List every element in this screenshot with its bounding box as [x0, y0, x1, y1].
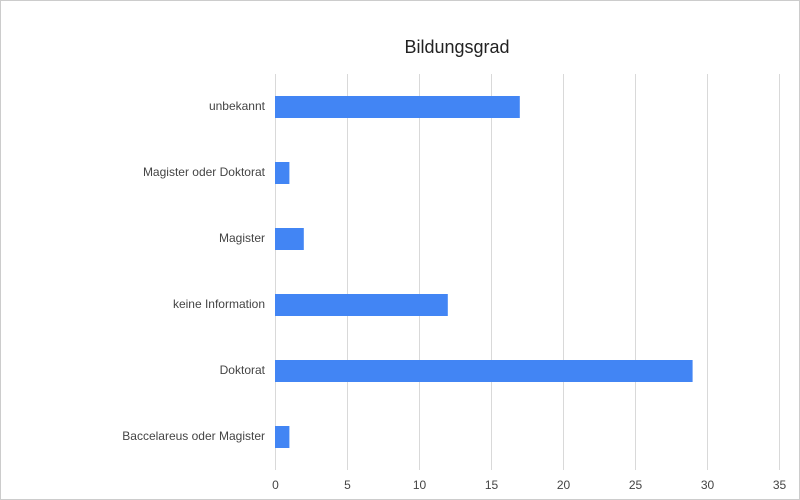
x-tick-label: 15 [485, 478, 499, 492]
x-tick-label: 5 [344, 478, 351, 492]
x-tick-label: 10 [413, 478, 427, 492]
x-tick-label: 25 [629, 478, 643, 492]
y-tick-label: Baccelareus oder Magister [122, 429, 265, 443]
bar [275, 294, 448, 316]
x-tick-label: 0 [272, 478, 279, 492]
chart-title: Bildungsgrad [404, 37, 509, 57]
y-tick-label: Doktorat [220, 363, 266, 377]
x-tick-label: 35 [773, 478, 787, 492]
x-tick-label: 20 [557, 478, 571, 492]
bar [275, 360, 693, 382]
x-tick-label: 30 [701, 478, 715, 492]
bar [275, 96, 520, 118]
y-tick-label: Magister [219, 231, 265, 245]
bar [275, 228, 304, 250]
y-tick-label: Magister oder Doktorat [143, 165, 266, 179]
bar [275, 426, 290, 448]
bar [275, 162, 290, 184]
y-tick-label: unbekannt [209, 99, 266, 113]
y-tick-label: keine Information [173, 297, 265, 311]
